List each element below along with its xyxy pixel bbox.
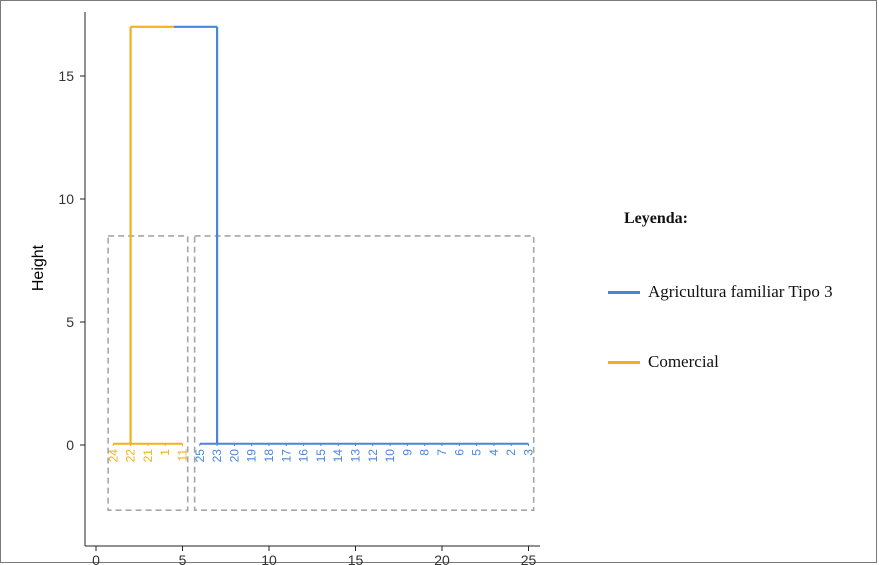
leaf-label: 2: [504, 449, 518, 456]
leaf-label: 25: [193, 449, 207, 463]
leaf-label: 13: [349, 449, 363, 463]
leaf-label: 15: [314, 449, 328, 463]
leaf-label: 21: [141, 449, 155, 463]
legend-title: Leyenda:: [624, 210, 688, 227]
x-tick-label: 5: [179, 552, 187, 565]
leaf-label: 5: [470, 449, 484, 456]
legend-swatch-blue: [608, 290, 640, 294]
leaf-label: 17: [279, 449, 293, 463]
leaf-label: 22: [124, 449, 138, 463]
leaf-label: 3: [522, 449, 536, 456]
y-ticks: 0 5 10 15: [58, 68, 85, 453]
leaf-label: 10: [383, 449, 397, 463]
leaf-label: 11: [176, 449, 190, 462]
y-tick-label: 5: [66, 314, 74, 330]
leaf-labels: 24 22 21 1 11 25 23 20 19 18 17 16 15 14 13 12 10 9 8 7 6 5 4 2…: [106, 449, 535, 463]
x-ticks: 0 5 10 15 20 25: [92, 546, 536, 565]
leaf-label: 12: [366, 449, 380, 463]
leaf-label: 19: [245, 449, 259, 463]
leaf-label: 18: [262, 449, 276, 463]
x-tick-label: 10: [261, 552, 277, 565]
axes: [84, 12, 540, 547]
leaf-label: 16: [297, 449, 311, 463]
legend-label: Comercial: [648, 352, 719, 371]
leaf-label: 20: [227, 449, 241, 463]
cluster-box: [193, 235, 535, 511]
cluster-boxes: [107, 235, 535, 511]
dendrogram-branches: [112, 25, 529, 446]
leaf-label: 23: [210, 449, 224, 463]
x-tick-label: 20: [434, 552, 450, 565]
leaf-label: 8: [418, 449, 432, 456]
leaf-label: 14: [331, 449, 345, 463]
legend-item-comercial: Comercial: [608, 352, 719, 372]
leaf-label: 7: [435, 449, 449, 456]
legend-label: Agricultura familiar Tipo 3: [648, 282, 833, 301]
y-tick-label: 0: [66, 437, 74, 453]
legend-item-agricultura: Agricultura familiar Tipo 3: [608, 282, 833, 302]
leaf-label: 6: [452, 449, 466, 456]
x-tick-label: 15: [348, 552, 364, 565]
x-tick-label: 25: [521, 552, 537, 565]
y-tick-label: 10: [58, 191, 74, 207]
leaf-label: 1: [158, 449, 172, 456]
leaf-label: 4: [487, 449, 501, 456]
y-tick-label: 15: [58, 68, 74, 84]
cluster-box: [107, 235, 189, 511]
legend-swatch-orange: [608, 360, 640, 364]
y-axis-title: Height: [30, 244, 47, 291]
leaf-label: 9: [400, 449, 414, 456]
x-tick-label: 0: [92, 552, 100, 565]
leaf-label: 24: [106, 449, 120, 463]
